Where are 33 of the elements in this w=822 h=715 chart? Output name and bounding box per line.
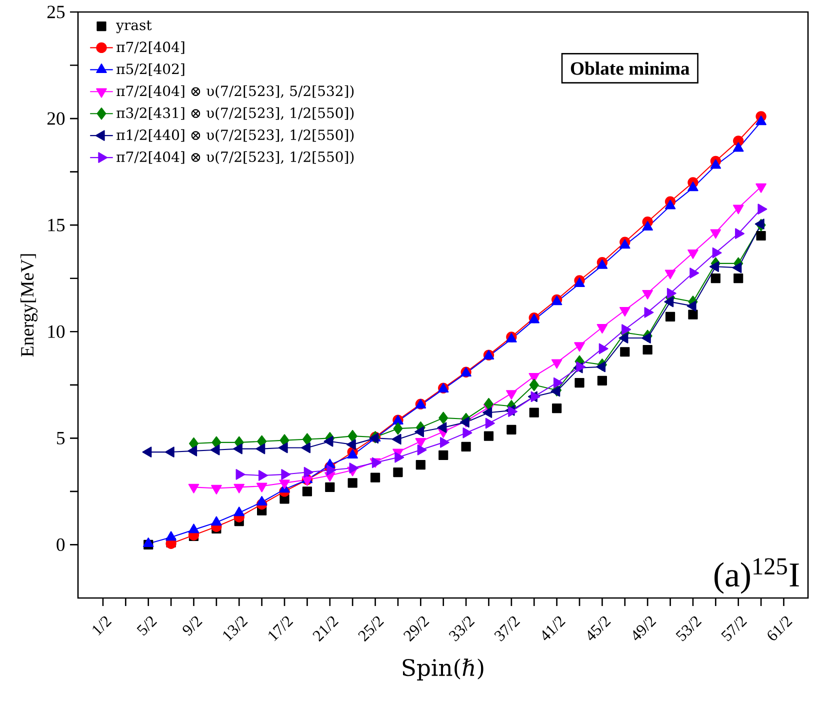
- y-tick-label: 25: [47, 6, 65, 18]
- x-tick-label: 61/2: [768, 616, 792, 640]
- x-tick-label: 17/2: [268, 616, 294, 642]
- x-axis-title: Spin(ℏ): [402, 658, 484, 681]
- x-tick-label: 9/2: [182, 616, 202, 636]
- legend-label: yrast: [116, 20, 152, 34]
- x-tick-label: 45/2: [588, 616, 611, 640]
- legend-label: π7/2[404]: [116, 41, 184, 54]
- legend-label: π7/2[404] ⊗ υ(7/2[523], 1/2[550]): [116, 151, 354, 164]
- legend-label: π7/2[404] ⊗ υ(7/2[523], 5/2[532]): [116, 85, 354, 98]
- x-tick-label: 29/2: [403, 616, 430, 642]
- x-tick-label: 5/2: [136, 616, 158, 636]
- x-tick-label: 1/2: [92, 616, 112, 636]
- annotation: Oblate minima: [570, 62, 690, 75]
- x-tick-label: 21/2: [312, 616, 339, 642]
- y-tick-label: 5: [57, 432, 65, 444]
- x-tick-label: 37/2: [494, 616, 520, 642]
- x-tick-label: 57/2: [721, 616, 748, 642]
- y-tick-label: 10: [48, 325, 65, 338]
- x-tick-label: 13/2: [223, 616, 248, 642]
- annotation: (a)$^{125}$I: [714, 558, 799, 594]
- y-tick-label: 0: [56, 538, 65, 552]
- y-tick-label: 20: [47, 112, 65, 125]
- x-tick-label: 49/2: [633, 616, 656, 640]
- legend-label: π5/2[402]: [116, 63, 184, 76]
- x-tick-label: 25/2: [358, 616, 384, 642]
- y-axis-title: Energy[MeV]: [20, 254, 38, 357]
- x-tick-label: 33/2: [448, 616, 475, 642]
- legend-label: π3/2[431] ⊗ υ(7/2[523], 1/2[550]): [116, 107, 354, 120]
- y-tick-label: 15: [48, 218, 65, 232]
- legend-label: π1/2[440] ⊗ υ(7/2[523], 1/2[550]): [116, 129, 354, 142]
- x-tick-label: 41/2: [542, 616, 566, 640]
- x-tick-label: 53/2: [676, 616, 702, 642]
